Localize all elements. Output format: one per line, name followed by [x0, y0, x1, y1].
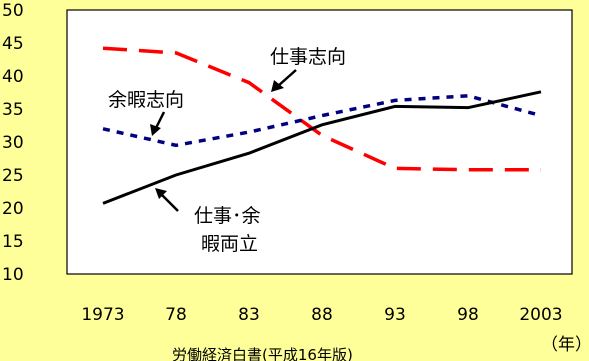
x-tick-label: 83 [238, 305, 260, 325]
y-tick-label: 15 [2, 232, 24, 252]
arrow-leisure [150, 111, 166, 136]
series-line-2 [102, 90, 542, 205]
y-tick-label: 25 [2, 166, 24, 186]
y-tick-label: 35 [2, 100, 24, 120]
annotation-both-line2: 暇両立 [201, 233, 258, 255]
y-tick-label: 10 [2, 265, 24, 285]
y-tick-label: 20 [2, 199, 24, 219]
y-tick-label: 30 [2, 133, 24, 153]
annotation-work: 仕事志向 [270, 46, 346, 68]
x-tick-label: 2003 [519, 305, 562, 325]
series-lines [102, 46, 542, 205]
y-tick-label: 50 [2, 1, 24, 21]
arrow-both [155, 188, 179, 212]
x-tick-label: 78 [165, 305, 187, 325]
x-tick-label: 98 [457, 305, 479, 325]
annotation-both-line1: 仕事･余 [194, 205, 261, 227]
x-tick-label: 88 [311, 305, 333, 325]
series-line-0 [102, 46, 541, 172]
y-axis-ticks: 10 15 20 25 30 35 40 45 50 [2, 1, 24, 285]
annotation-leisure: 余暇志向 [108, 89, 184, 111]
x-axis-ticks: 1973 78 83 88 93 98 2003 [81, 305, 562, 325]
arrow-work [271, 69, 297, 92]
plot-area [66, 9, 573, 275]
y-tick-label: 40 [2, 67, 24, 87]
y-tick-label: 45 [2, 34, 24, 54]
x-tick-label: 1973 [81, 305, 124, 325]
x-unit-label: （年） [541, 335, 589, 355]
x-tick-label: 93 [384, 305, 406, 325]
series-line-1 [102, 94, 542, 148]
source-label: 労働経済白書(平成16年版) [172, 346, 353, 361]
